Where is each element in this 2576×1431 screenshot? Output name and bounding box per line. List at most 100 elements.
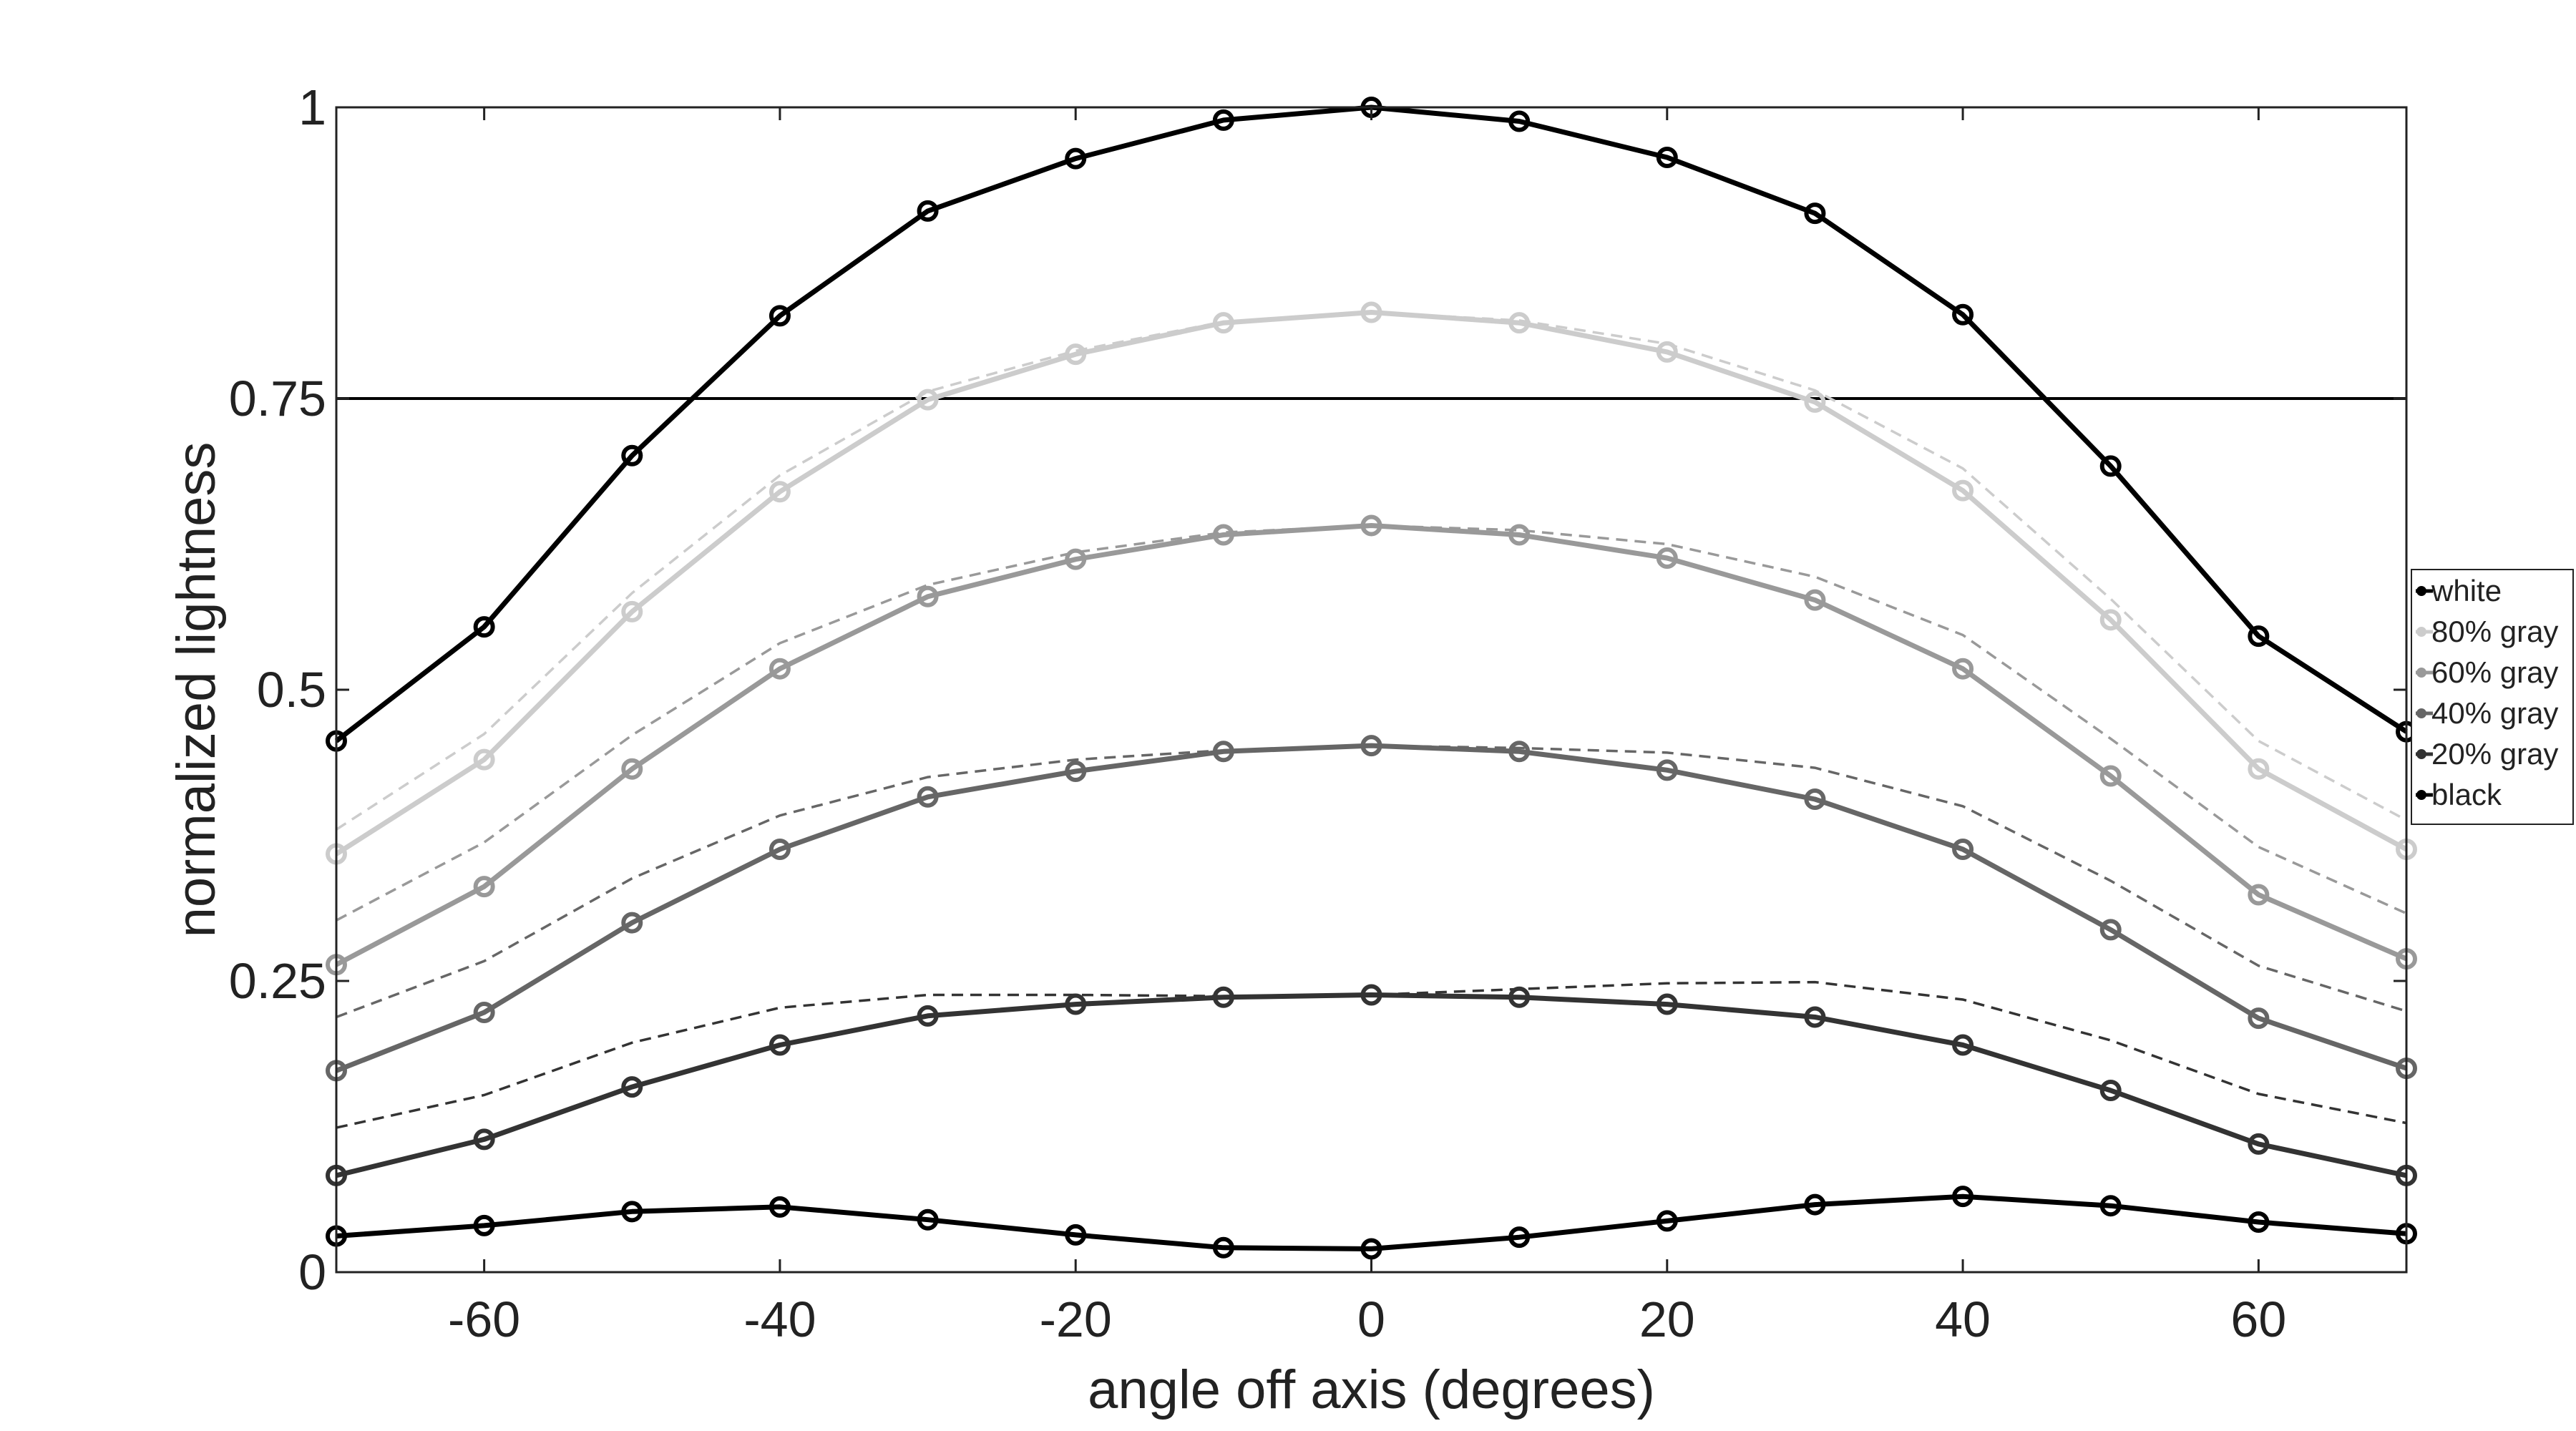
series-white [326, 97, 2417, 752]
data-point [2248, 758, 2270, 780]
data-point [1508, 1226, 1531, 1249]
legend-label: black [2431, 778, 2502, 811]
legend-label: 20% gray [2431, 737, 2558, 771]
y-tick-label: 0.25 [229, 953, 326, 1009]
x-tick-label: 0 [1357, 1291, 1385, 1347]
data-point [917, 1005, 939, 1027]
data-point [621, 600, 643, 622]
data-point [1804, 1006, 1826, 1028]
series-line [336, 1193, 2407, 1251]
data-point [621, 758, 643, 780]
data-point [2099, 919, 2122, 941]
data-point [1656, 147, 1678, 169]
legend-swatch-marker [2416, 668, 2426, 678]
data-point [1065, 760, 1087, 782]
data-point [1508, 741, 1531, 763]
reference-curve [336, 524, 2407, 922]
x-tick-label: -20 [1040, 1291, 1112, 1347]
legend-label: 40% gray [2431, 696, 2558, 730]
y-tick-label: 1 [298, 79, 326, 135]
legend-label: white [2431, 574, 2502, 607]
data-point [1656, 759, 1678, 781]
data-point [917, 786, 939, 808]
x-tick-label: 60 [2230, 1291, 2286, 1347]
data-point [621, 1076, 643, 1098]
data-point [2099, 765, 2122, 787]
data-point [1065, 147, 1087, 170]
data-point [473, 1214, 495, 1236]
data-point [1360, 301, 1382, 323]
data-point [1804, 788, 1826, 811]
series-line [335, 523, 2408, 967]
series-80-gray [326, 301, 2417, 865]
series-40-gray [326, 735, 2417, 1082]
data-point [1952, 479, 1974, 502]
data-point [1065, 343, 1087, 366]
x-tick-label: 20 [1639, 1291, 1695, 1347]
data-point [473, 876, 495, 898]
data-point [1508, 524, 1531, 546]
data-point [2248, 1007, 2270, 1030]
data-point [1212, 312, 1234, 334]
x-tick-label: 40 [1935, 1291, 1991, 1347]
data-point [2248, 625, 2270, 648]
plot-frame [335, 106, 2408, 1274]
series-line [334, 104, 2408, 743]
legend-swatch-marker [2416, 627, 2426, 637]
legend-swatch-marker [2416, 749, 2426, 759]
legend-box [2411, 569, 2574, 825]
legend: white 80% gray 60% gray 40% gray 20% gray bla… [2411, 569, 2574, 825]
data-point [1360, 1238, 1382, 1260]
reference-curve [336, 311, 2407, 831]
data-point [1952, 658, 1974, 680]
data-point [1804, 202, 1826, 225]
data-point [1508, 986, 1531, 1008]
data-point [1212, 986, 1234, 1008]
y-tick-label: 0.75 [229, 371, 326, 426]
data-point [473, 1128, 495, 1151]
series-line [335, 310, 2408, 856]
data-point [1952, 1186, 1974, 1208]
data-point [2099, 609, 2122, 631]
data-point [1508, 312, 1531, 334]
data-point [2099, 1080, 2122, 1102]
series-black [326, 1186, 2417, 1260]
data-point [473, 1001, 495, 1023]
data-point [769, 658, 791, 680]
data-point [621, 912, 643, 934]
x-tick-label: -40 [743, 1291, 816, 1347]
data-point [1656, 547, 1678, 570]
reference-curve [336, 744, 2407, 1019]
data-point [1952, 1034, 1974, 1056]
data-point [473, 748, 495, 771]
data-point [2099, 455, 2122, 477]
data-point [2248, 1211, 2270, 1233]
data-point [1656, 1210, 1678, 1232]
data-point [1212, 741, 1234, 763]
data-point [917, 200, 939, 222]
series-line [335, 743, 2408, 1073]
data-point [769, 1034, 791, 1056]
data-point [769, 839, 791, 861]
data-point [769, 481, 791, 503]
data-point [1212, 109, 1234, 131]
data-point [1065, 993, 1087, 1015]
x-axis-label: angle off axis (degrees) [1088, 1359, 1655, 1420]
data-point [769, 305, 791, 327]
data-point [1065, 1224, 1087, 1246]
legend-swatch-marker [2416, 708, 2426, 718]
x-tick-label: -60 [448, 1291, 520, 1347]
data-point [1804, 391, 1826, 413]
legend-swatch-marker [2416, 790, 2426, 800]
data-point [917, 585, 939, 607]
data-point [1212, 1236, 1234, 1259]
data-point [1952, 303, 1974, 326]
data-point [1212, 524, 1234, 546]
legend-label: 80% gray [2431, 615, 2558, 648]
series-layer [326, 97, 2417, 1260]
data-point [2099, 1195, 2122, 1217]
series-60-gray [326, 514, 2417, 976]
data-point [1508, 110, 1531, 132]
data-point [917, 1208, 939, 1231]
